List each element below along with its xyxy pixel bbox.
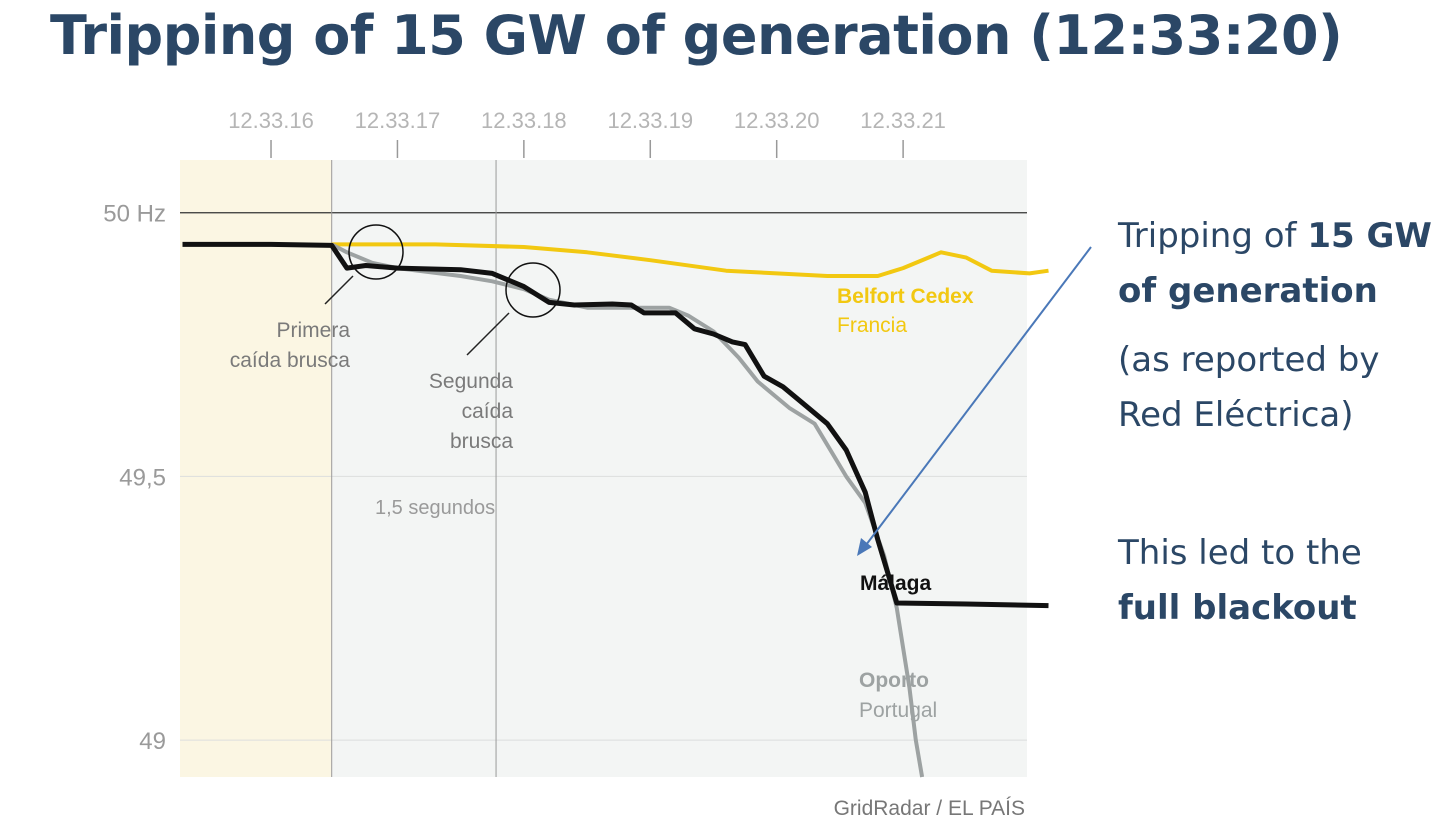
- callout-text: Tripping of 15 GW of generation (as repo…: [1118, 209, 1432, 443]
- callout-prefix: Tripping of: [1118, 216, 1308, 256]
- x-tick-label: 12.33.18: [481, 108, 567, 133]
- second-drop-leader: [466, 312, 510, 356]
- x-tick-label: 12.33.20: [734, 108, 820, 133]
- series-line-belfort-cedex: [331, 242, 1049, 278]
- callout-line-2: of generation: [1118, 264, 1432, 319]
- conclusion-line-2: full blackout: [1118, 581, 1362, 636]
- y-tick-label: 49,5: [119, 464, 166, 491]
- slide-title: Tripping of 15 GW of generation (12:33:2…: [50, 4, 1343, 67]
- first-drop-circle: [348, 224, 404, 280]
- y-tick-label: 49: [139, 728, 166, 755]
- callout-bold-15gw: 15 GW: [1307, 216, 1432, 256]
- series-label-malaga: Málaga: [860, 572, 932, 595]
- callout-bold-generation: of generation: [1118, 271, 1378, 311]
- series-line-m-laga: [182, 241, 1049, 609]
- series-label-oporto: Oporto: [859, 669, 929, 692]
- series-sublabel-oporto: Portugal: [859, 699, 937, 722]
- series-label-belfort: Belfort Cedex: [837, 285, 974, 308]
- annotation-second-drop: Segunda caída brusca: [429, 370, 513, 453]
- series-sublabel-belfort: Francia: [837, 314, 907, 337]
- callout-line-4: Red Eléctrica): [1118, 395, 1354, 435]
- conclusion-line-1: This led to the: [1118, 533, 1362, 573]
- x-tick-label: 12.33.21: [860, 108, 946, 133]
- y-tick-label: 50 Hz: [103, 201, 166, 228]
- conclusion-bold: full blackout: [1118, 588, 1357, 628]
- x-tick-label: 12.33.19: [607, 108, 693, 133]
- callout-arrow-head: [857, 538, 872, 556]
- x-tick-label: 12.33.16: [228, 108, 314, 133]
- x-tick-label: 12.33.17: [355, 108, 441, 133]
- annotation-first-drop: Primera caída brusca: [230, 319, 351, 372]
- shaded-region: [180, 160, 332, 777]
- conclusion-text: This led to the full blackout: [1118, 526, 1362, 636]
- callout-arrow-line: [865, 246, 1092, 546]
- callout-line-3: (as reported by: [1118, 340, 1380, 380]
- annotation-interval: 1,5 segundos: [375, 497, 495, 519]
- first-drop-leader: [324, 275, 354, 305]
- callout-line-1: Tripping of 15 GW: [1118, 209, 1432, 264]
- second-drop-circle: [505, 262, 561, 318]
- chart-source: GridRadar / EL PAÍS: [834, 797, 1025, 820]
